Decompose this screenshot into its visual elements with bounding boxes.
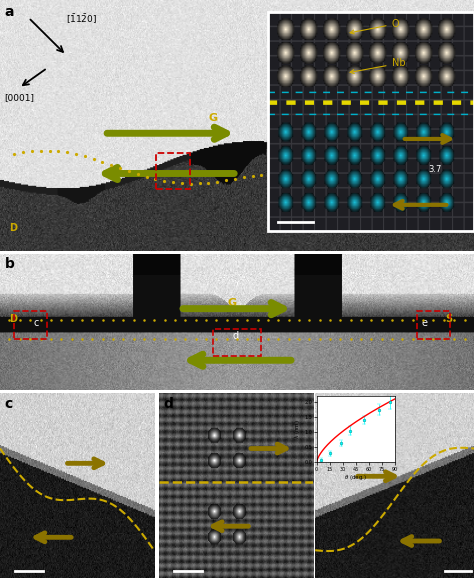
Text: G: G xyxy=(228,298,237,308)
Text: d: d xyxy=(164,397,173,411)
Text: b: b xyxy=(5,257,15,271)
Text: a: a xyxy=(5,5,14,19)
X-axis label: $\theta$ (deg.): $\theta$ (deg.) xyxy=(344,473,367,482)
Text: Nb: Nb xyxy=(350,58,405,73)
Text: e: e xyxy=(320,397,329,411)
Text: O: O xyxy=(350,19,399,34)
Bar xyxy=(417,312,450,339)
Text: 3.7: 3.7 xyxy=(428,165,442,174)
Text: D: D xyxy=(9,223,18,234)
Bar xyxy=(156,153,190,188)
Text: D: D xyxy=(9,314,18,324)
Text: c: c xyxy=(33,318,38,328)
Bar xyxy=(213,329,261,356)
Text: S: S xyxy=(446,13,454,23)
Text: $[\bar{1}1\bar{2}0]$: $[\bar{1}1\bar{2}0]$ xyxy=(66,13,98,26)
Text: c: c xyxy=(5,397,13,411)
Text: [0001]: [0001] xyxy=(5,93,35,102)
Text: e: e xyxy=(422,318,428,328)
Text: S: S xyxy=(446,314,453,324)
Text: d: d xyxy=(232,331,238,340)
Bar xyxy=(14,312,47,339)
Text: G: G xyxy=(209,113,218,123)
Y-axis label: $\lambda$ (nm): $\lambda$ (nm) xyxy=(293,419,302,439)
